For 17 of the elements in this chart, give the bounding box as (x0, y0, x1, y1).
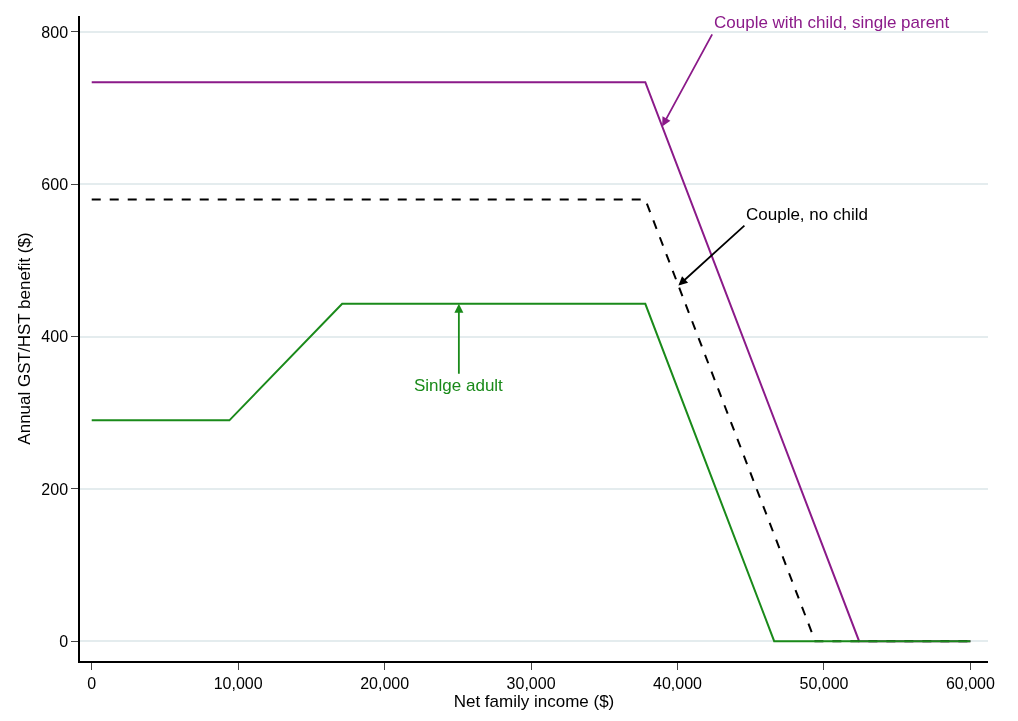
y-tick-label: 200 (41, 480, 69, 498)
x-tick-label: 60,000 (945, 674, 995, 692)
x-tick-label: 50,000 (799, 674, 849, 692)
annotation: Sinlge adult (414, 376, 504, 395)
y-tick-label: 400 (41, 328, 69, 346)
x-tick-label: 30,000 (506, 674, 556, 692)
x-tick-label: 20,000 (360, 674, 410, 692)
annotation: Couple with child, single parent (714, 13, 950, 32)
y-tick-label: 600 (41, 175, 69, 193)
y-axis-title: Annual GST/HST benefit ($) (15, 232, 35, 445)
x-tick-label: 0 (87, 674, 97, 692)
x-tick-label: 40,000 (653, 674, 703, 692)
y-tick-label: 0 (59, 632, 69, 650)
y-tick-label: 800 (41, 23, 69, 41)
x-tick-label: 10,000 (213, 674, 263, 692)
x-axis-title: Net family income ($) (453, 691, 615, 711)
annotation: Couple, no child (746, 205, 868, 224)
